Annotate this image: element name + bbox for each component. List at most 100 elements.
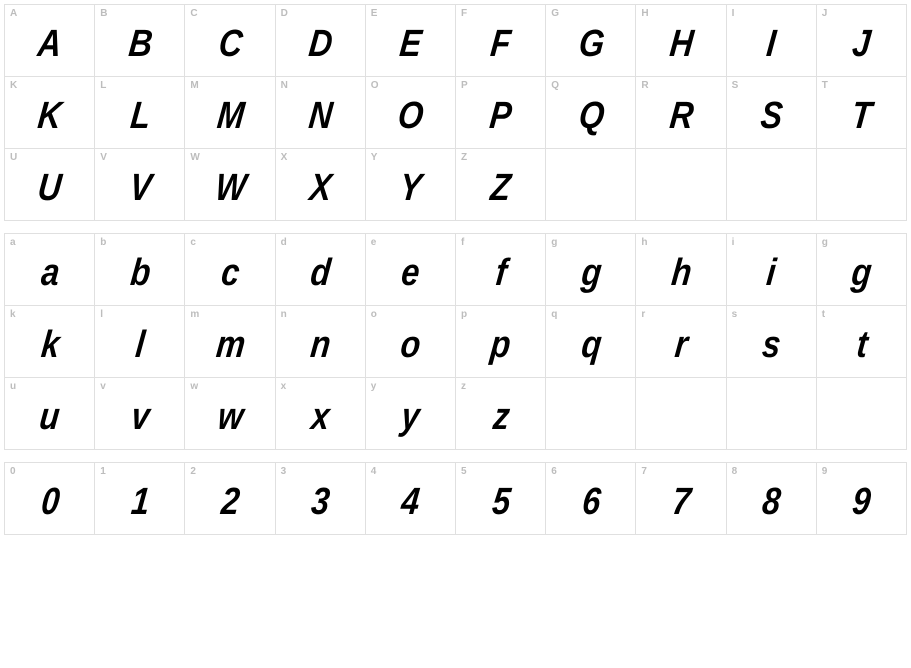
glyph-cell: tt [817,306,907,378]
cell-label: q [551,309,557,320]
cell-label: B [100,8,107,19]
cell-glyph: H [667,23,694,66]
cell-label: g [551,237,557,248]
cell-label: z [461,381,466,392]
cell-label: S [732,80,739,91]
glyph-cell: LL [95,77,185,149]
cell-glyph: z [491,396,511,439]
cell-label: k [10,309,16,320]
cell-glyph: W [213,167,247,210]
glyph-cell: 55 [456,463,546,535]
glyph-cell [727,378,817,450]
glyph-cell: dd [276,234,366,306]
cell-glyph: X [308,167,333,210]
cell-label: 9 [822,466,828,477]
cell-glyph: v [129,396,151,439]
cell-glyph: K [36,95,63,138]
cell-label: t [822,309,825,320]
glyph-cell: ZZ [456,149,546,221]
glyph-cell: YY [366,149,456,221]
cell-glyph: t [854,324,868,367]
cell-label: w [190,381,198,392]
cell-glyph: i [765,252,778,295]
glyph-cell: aa [5,234,95,306]
cell-label: E [371,8,378,19]
cell-glyph: 6 [580,481,602,524]
glyph-cell: ll [95,306,185,378]
cell-label: T [822,80,828,91]
cell-glyph: 4 [400,481,422,524]
glyph-cell [546,149,636,221]
glyph-cell: zz [456,378,546,450]
glyph-cell: ff [456,234,546,306]
cell-glyph: 5 [490,481,512,524]
glyph-cell: GG [546,5,636,77]
glyph-cell: ee [366,234,456,306]
glyph-cell: XX [276,149,366,221]
cell-glyph: I [765,23,778,66]
cell-glyph: P [488,95,513,138]
glyph-cell: 88 [727,463,817,535]
glyph-cell [636,378,726,450]
glyph-cell: 66 [546,463,636,535]
cell-label: h [641,237,647,248]
glyph-cell: VV [95,149,185,221]
glyph-cell [636,149,726,221]
cell-label: X [281,152,288,163]
cell-label: e [371,237,377,248]
glyph-cell: CC [185,5,275,77]
cell-label: 2 [190,466,196,477]
cell-label: 8 [732,466,738,477]
cell-label: b [100,237,106,248]
cell-glyph: y [400,396,422,439]
cell-label: I [732,8,735,19]
cell-glyph: A [36,23,63,66]
glyph-cell: 99 [817,463,907,535]
cell-glyph: R [667,95,694,138]
glyph-cell: UU [5,149,95,221]
glyph-cell: WW [185,149,275,221]
cell-label: f [461,237,464,248]
cell-label: 1 [100,466,106,477]
cell-label: 5 [461,466,467,477]
cell-label: A [10,8,17,19]
glyph-cell: KK [5,77,95,149]
cell-glyph: g [579,252,602,295]
cell-glyph: B [126,23,153,66]
cell-label: R [641,80,648,91]
glyph-cell [727,149,817,221]
cell-glyph: q [579,324,602,367]
cell-label: a [10,237,16,248]
glyph-cell: yy [366,378,456,450]
glyph-cell: rr [636,306,726,378]
cell-label: r [641,309,645,320]
cell-glyph: Y [398,167,423,210]
glyph-cell: 33 [276,463,366,535]
cell-glyph: r [673,324,689,367]
cell-label: y [371,381,377,392]
cell-label: U [10,152,17,163]
cell-label: F [461,8,467,19]
cell-glyph: U [36,167,63,210]
glyph-cell: hh [636,234,726,306]
glyph-cell: HH [636,5,726,77]
cell-glyph: o [399,324,422,367]
cell-label: Q [551,80,559,91]
cell-glyph: k [39,324,61,367]
glyph-cell: FF [456,5,546,77]
glyph-grid-uppercase: AABBCCDDEEFFGGHHIIJJKKLLMMNNOOPPQQRRSSTT… [4,4,907,221]
cell-glyph: g [850,252,873,295]
cell-glyph: L [128,95,151,138]
cell-glyph: D [307,23,334,66]
cell-glyph: 2 [219,481,241,524]
glyph-cell: 77 [636,463,726,535]
glyph-cell: 11 [95,463,185,535]
cell-glyph: d [308,252,331,295]
cell-label: s [732,309,738,320]
cell-label: Z [461,152,467,163]
cell-glyph: 7 [670,481,692,524]
cell-label: 7 [641,466,647,477]
cell-glyph: G [576,23,605,66]
glyph-cell: TT [817,77,907,149]
glyph-cell: cc [185,234,275,306]
